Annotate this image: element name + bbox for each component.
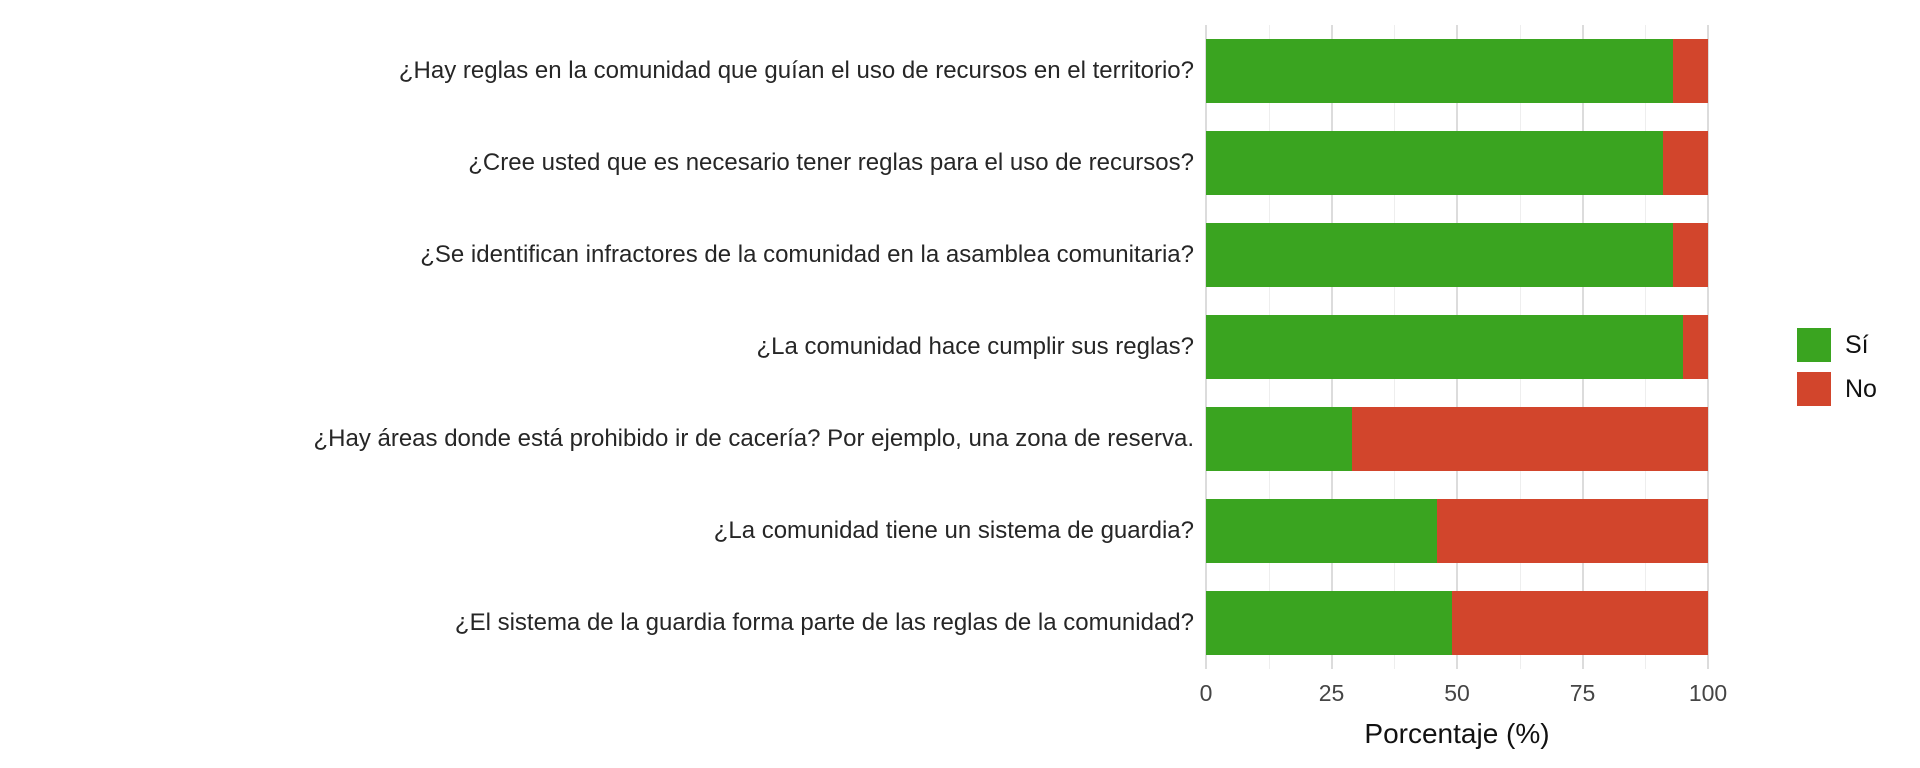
y-axis-label: ¿Se identifican infractores de la comuni… bbox=[420, 241, 1194, 268]
legend-label: No bbox=[1845, 374, 1877, 403]
legend-item: No bbox=[1797, 372, 1877, 406]
bar-row bbox=[1206, 39, 1708, 103]
bar-segment-no bbox=[1672, 223, 1708, 287]
y-axis-label: ¿La comunidad tiene un sistema de guardi… bbox=[713, 517, 1194, 544]
x-tick-label: 25 bbox=[1318, 680, 1345, 706]
legend-key-no bbox=[1797, 372, 1831, 406]
bar-row bbox=[1206, 591, 1708, 655]
bar-segment-no bbox=[1672, 39, 1708, 103]
x-tick-label: 50 bbox=[1444, 680, 1470, 706]
bar-segment-no bbox=[1451, 591, 1708, 655]
x-axis-tick-labels: 0 25 50 75 100 bbox=[0, 680, 1920, 710]
y-axis-label: ¿Cree usted que es necesario tener regla… bbox=[468, 149, 1194, 176]
bar-segment-si bbox=[1206, 131, 1663, 195]
bar-row bbox=[1206, 223, 1708, 287]
x-axis-title: Porcentaje (%) bbox=[1364, 718, 1550, 749]
legend: Sí No bbox=[1797, 328, 1877, 416]
y-axis-labels: ¿Hay reglas en la comunidad que guían el… bbox=[0, 25, 1194, 669]
bar-row bbox=[1206, 131, 1708, 195]
y-axis-label: ¿La comunidad hace cumplir sus reglas? bbox=[756, 333, 1194, 360]
bar-row bbox=[1206, 315, 1708, 379]
bar-row bbox=[1206, 499, 1708, 563]
bar-row bbox=[1206, 407, 1708, 471]
x-tick-label: 0 bbox=[1199, 680, 1213, 706]
bar-segment-si bbox=[1206, 39, 1673, 103]
bar-segment-si bbox=[1206, 315, 1683, 379]
bar-segment-si bbox=[1206, 591, 1452, 655]
bar-segment-si bbox=[1206, 223, 1673, 287]
bar-segment-no bbox=[1682, 315, 1708, 379]
legend-label: Sí bbox=[1845, 330, 1869, 359]
x-tick-label: 75 bbox=[1569, 680, 1596, 706]
y-axis-label: ¿Hay reglas en la comunidad que guían el… bbox=[398, 57, 1194, 84]
x-tick-label: 100 bbox=[1688, 680, 1728, 706]
y-axis-label: ¿El sistema de la guardia forma parte de… bbox=[454, 609, 1194, 636]
y-axis-label: ¿Hay áreas donde está prohibido ir de ca… bbox=[313, 425, 1194, 452]
plot-panel bbox=[1205, 25, 1746, 669]
bar-segment-si bbox=[1206, 407, 1352, 471]
bar-segment-si bbox=[1206, 499, 1437, 563]
legend-key-si bbox=[1797, 328, 1831, 362]
gridline-major bbox=[1707, 25, 1709, 669]
bar-segment-no bbox=[1436, 499, 1708, 563]
bar-segment-no bbox=[1662, 131, 1708, 195]
bar-segment-no bbox=[1351, 407, 1708, 471]
legend-item: Sí bbox=[1797, 328, 1877, 362]
